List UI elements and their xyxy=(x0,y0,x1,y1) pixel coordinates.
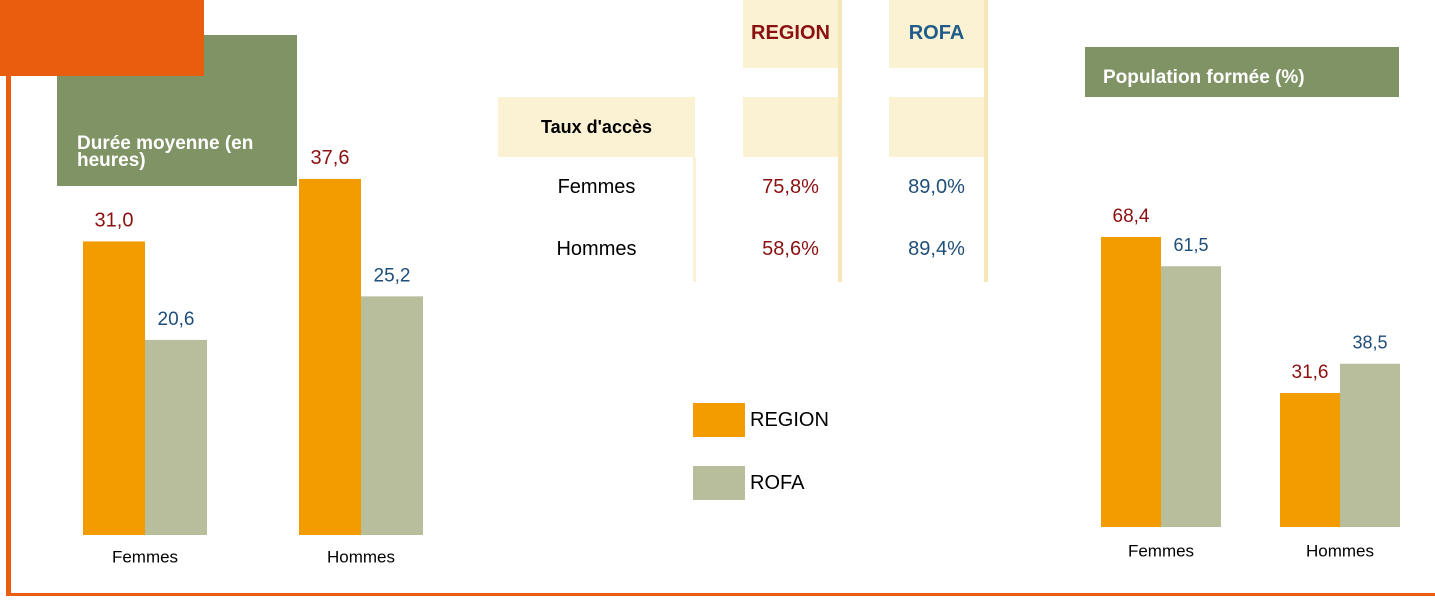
x-tick-label: Femmes xyxy=(1128,541,1194,560)
table-gap xyxy=(743,68,838,97)
x-tick-label: Hommes xyxy=(1306,541,1374,560)
table-gap xyxy=(889,68,984,97)
table-row-label: Femmes xyxy=(557,176,636,198)
corner-box xyxy=(0,0,204,76)
table-row-header-cell xyxy=(498,97,695,157)
legend-label: ROFA xyxy=(750,472,805,494)
table-row-label: Hommes xyxy=(556,238,637,260)
legend-swatch xyxy=(693,466,745,500)
table-cell: 58,6% xyxy=(762,238,819,260)
bar xyxy=(361,296,423,535)
table-rule xyxy=(693,157,696,282)
x-tick-label: Hommes xyxy=(327,547,395,566)
table-column-header: REGION xyxy=(751,22,830,44)
bar xyxy=(145,339,207,535)
x-tick-label: Femmes xyxy=(112,547,178,566)
left-rule xyxy=(6,0,11,596)
data-label: 37,6 xyxy=(311,147,350,169)
data-label: 31,0 xyxy=(95,210,134,232)
bar xyxy=(1280,393,1340,527)
bar xyxy=(1101,236,1161,527)
data-label: 68,4 xyxy=(1113,206,1150,227)
table-column-header: ROFA xyxy=(908,22,965,44)
bar xyxy=(83,241,145,535)
data-label: 20,6 xyxy=(158,309,195,330)
table-cell: 89,4% xyxy=(908,238,965,260)
legend-swatch xyxy=(693,403,745,437)
data-label: 38,5 xyxy=(1352,333,1387,353)
table-row-header: Taux d'accès xyxy=(540,117,652,137)
table-body xyxy=(743,157,838,282)
bar xyxy=(1161,266,1221,527)
bottom-rule xyxy=(6,593,1435,596)
chart-title: Durée moyenne (en heures) xyxy=(77,133,254,171)
chart-title: Population formée (%) xyxy=(1103,67,1305,88)
table-body xyxy=(889,157,984,282)
data-label: 61,5 xyxy=(1173,235,1208,255)
bar xyxy=(1340,363,1400,527)
title-box xyxy=(1085,47,1399,97)
table-cell: 75,8% xyxy=(762,176,819,198)
data-label: 25,2 xyxy=(374,265,411,286)
data-label: 31,6 xyxy=(1292,362,1329,383)
bar xyxy=(299,178,361,536)
legend-label: REGION xyxy=(750,409,829,431)
table-cell: 89,0% xyxy=(908,176,965,198)
